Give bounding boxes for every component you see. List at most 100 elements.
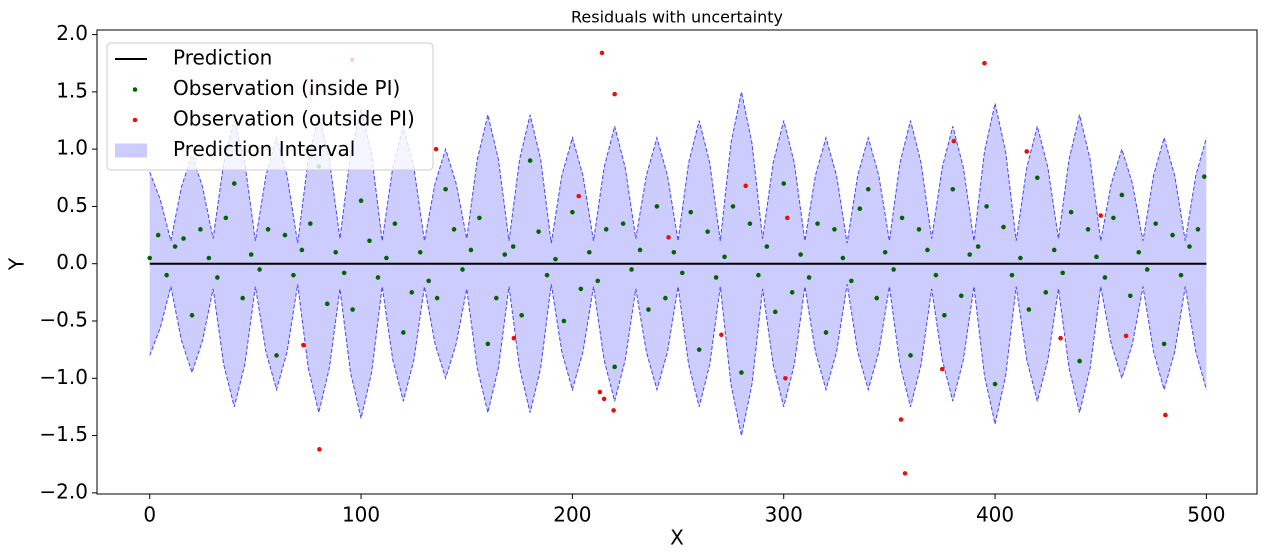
observation-point xyxy=(189,312,195,318)
observation-point xyxy=(350,307,355,312)
observation-point xyxy=(713,275,719,280)
observation-point xyxy=(1163,412,1168,418)
observation-point xyxy=(933,272,939,278)
observation-point xyxy=(840,255,846,261)
observation-point xyxy=(576,193,582,199)
observation-point xyxy=(815,221,820,226)
chart-title: Residuals with uncertainty xyxy=(571,8,783,27)
observation-point xyxy=(324,301,330,307)
observation-point xyxy=(612,364,617,370)
observation-point xyxy=(434,295,440,301)
observation-point xyxy=(384,255,389,261)
observation-point xyxy=(939,366,945,372)
legend-label: Observation (outside PI) xyxy=(173,107,415,131)
observation-point xyxy=(1009,272,1015,278)
observation-point xyxy=(722,254,727,260)
plot-area xyxy=(147,50,1207,476)
observation-point xyxy=(561,318,567,324)
observation-point xyxy=(409,290,415,295)
observation-point xyxy=(375,275,381,280)
observation-point xyxy=(1098,213,1104,218)
observation-point xyxy=(147,255,153,261)
observation-point xyxy=(248,252,254,257)
observation-point xyxy=(1144,267,1150,272)
observation-point xyxy=(679,270,685,276)
observation-point xyxy=(620,221,626,226)
legend-label: Observation (inside PI) xyxy=(173,76,400,100)
observation-point xyxy=(460,267,465,272)
observation-point xyxy=(671,249,677,255)
observation-point xyxy=(172,244,178,249)
legend-label: Prediction xyxy=(173,46,272,70)
observation-point xyxy=(257,267,262,272)
observation-point xyxy=(849,278,854,284)
observation-point xyxy=(536,229,541,234)
observation-point xyxy=(1085,227,1091,232)
y-tick-label: −0.5 xyxy=(39,308,88,332)
observation-point xyxy=(1068,209,1074,215)
observation-point xyxy=(1153,221,1158,226)
observation-point xyxy=(1051,247,1057,253)
observation-point xyxy=(882,249,888,255)
observation-point xyxy=(612,91,617,97)
legend-box xyxy=(106,42,434,171)
observation-point xyxy=(265,227,271,232)
observation-point xyxy=(730,204,736,209)
observation-point xyxy=(992,381,998,387)
observation-point xyxy=(401,330,406,335)
x-tick-label: 300 xyxy=(765,503,803,527)
observation-point xyxy=(739,370,744,375)
y-tick-label: −1.0 xyxy=(39,365,88,389)
axes-frame xyxy=(96,29,1258,495)
legend-swatch xyxy=(132,117,138,123)
y-tick-label: −2.0 xyxy=(39,479,88,503)
observation-point xyxy=(282,232,288,238)
observation-point xyxy=(206,255,212,261)
x-axis-label: X xyxy=(670,526,684,550)
observation-point xyxy=(783,375,788,381)
y-tick-label: −1.5 xyxy=(39,422,88,446)
observation-point xyxy=(719,332,724,338)
y-axis-label: Y xyxy=(5,257,29,271)
observation-point xyxy=(1058,335,1063,341)
observation-point xyxy=(1136,249,1142,255)
observation-point xyxy=(1201,174,1207,179)
observation-point xyxy=(417,249,423,255)
y-tick-label: 1.5 xyxy=(56,78,88,102)
observation-point xyxy=(240,295,246,301)
observation-point xyxy=(696,347,702,352)
observation-point xyxy=(215,275,220,280)
observation-point xyxy=(785,215,790,221)
observation-point xyxy=(333,249,338,255)
observation-point xyxy=(597,389,603,395)
observation-point xyxy=(1170,232,1175,238)
x-tick-label: 500 xyxy=(1187,503,1225,527)
x-tick-label: 400 xyxy=(976,503,1014,527)
observation-point xyxy=(392,221,398,226)
observation-point xyxy=(789,290,795,295)
observation-point xyxy=(967,252,972,257)
legend-label: Prediction Interval xyxy=(173,137,355,161)
observation-point xyxy=(1111,215,1116,221)
observation-point xyxy=(951,138,957,144)
observation-point xyxy=(451,227,457,232)
observation-point xyxy=(433,146,439,152)
observation-point xyxy=(899,215,905,221)
observation-point xyxy=(637,247,643,253)
observation-point xyxy=(301,342,306,348)
x-tick-label: 100 xyxy=(342,503,380,527)
observation-point xyxy=(231,181,237,186)
observation-point xyxy=(958,293,964,299)
observation-point xyxy=(902,471,908,476)
observation-point xyxy=(599,50,605,56)
observation-point xyxy=(181,236,186,241)
observation-point xyxy=(1123,333,1129,339)
y-tick-label: 0.0 xyxy=(56,250,88,274)
observation-point xyxy=(898,417,904,422)
observation-point xyxy=(1128,293,1133,299)
observation-point xyxy=(426,278,431,284)
observation-point xyxy=(586,249,592,255)
observation-point xyxy=(553,256,558,262)
observation-point xyxy=(519,312,524,318)
observation-point xyxy=(1035,175,1040,181)
